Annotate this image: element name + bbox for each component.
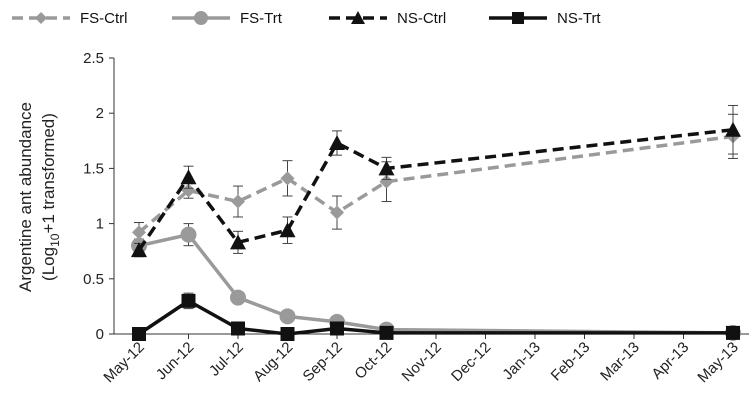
y-axis-title: Argentine ant abundance (Log10+1 transfo… xyxy=(16,102,62,292)
x-tick-label: Aug-12 xyxy=(250,339,296,385)
data-point-circle xyxy=(194,11,208,25)
data-point-diamond xyxy=(181,183,196,198)
y-tick-label: 0 xyxy=(96,326,104,343)
data-point-square xyxy=(132,327,146,341)
series-ns-ctrl xyxy=(131,104,741,258)
data-point-triangle xyxy=(351,11,365,24)
data-point-square xyxy=(280,327,295,341)
x-tick-label: Feb-13 xyxy=(548,339,594,385)
series-layer xyxy=(131,104,741,341)
x-tick-label: May-12 xyxy=(100,339,147,386)
series-line xyxy=(137,134,734,234)
data-point-triangle xyxy=(131,242,147,258)
data-point-square xyxy=(231,321,245,336)
legend-item-fs-ctrl: FS-Ctrl xyxy=(12,10,128,27)
y-tick-label: 1 xyxy=(96,216,104,233)
data-point-diamond xyxy=(35,12,47,24)
data-point-triangle xyxy=(230,234,246,250)
x-tick-label: Jul-12 xyxy=(206,339,247,380)
x-tick-label: Mar-13 xyxy=(597,339,643,385)
data-point-square xyxy=(512,12,524,24)
legend-item-ns-trt: NS-Trt xyxy=(489,10,601,27)
data-point-square xyxy=(181,293,196,308)
data-point-square xyxy=(330,321,344,336)
x-tick-label: Nov-12 xyxy=(399,339,445,385)
data-point-diamond xyxy=(132,225,146,240)
data-point-diamond xyxy=(379,174,394,189)
series-fs-trt xyxy=(131,223,741,341)
x-tick-label: Dec-12 xyxy=(448,339,494,385)
axes: 0 0.5 1 1.5 2 2.5 May-12 Jun-12 Jul-12 Aug-12 Sep-… xyxy=(83,50,749,386)
legend-label: NS-Ctrl xyxy=(397,10,446,27)
legend-label: FS-Trt xyxy=(240,10,283,27)
legend-item-fs-trt: FS-Trt xyxy=(172,10,283,27)
y-axis-title-line1: Argentine ant abundance xyxy=(16,102,35,292)
legend: FS-Ctrl FS-Trt NS-Ctrl NS-Trt xyxy=(12,10,601,27)
y-tick-label: 2.5 xyxy=(83,50,104,67)
x-tick-label: Apr-13 xyxy=(648,339,692,383)
x-tick-label: Sep-12 xyxy=(300,339,346,385)
series-ns-trt xyxy=(132,292,740,341)
legend-label: NS-Trt xyxy=(557,10,601,27)
data-point-triangle xyxy=(279,222,296,238)
y-tick-label: 0.5 xyxy=(83,271,104,288)
data-point-diamond xyxy=(231,194,245,209)
y-axis-title-suffix: +1 transformed) xyxy=(39,113,58,233)
data-point-triangle xyxy=(378,160,395,176)
y-tick-label: 1.5 xyxy=(83,160,104,177)
legend-item-ns-ctrl: NS-Ctrl xyxy=(329,10,446,27)
x-tick-label: Jun-12 xyxy=(153,339,197,383)
data-point-square xyxy=(379,325,394,340)
y-axis-title-line2: (Log10+1 transformed) xyxy=(39,113,62,281)
data-point-diamond xyxy=(330,205,344,220)
y-axis-title-prefix: (Log xyxy=(39,247,58,281)
x-tick-label: Oct-12 xyxy=(351,339,395,383)
y-axis-title-subscript: 10 xyxy=(48,233,62,247)
data-point-triangle xyxy=(329,135,345,151)
data-point-circle xyxy=(279,308,296,325)
legend-label: FS-Ctrl xyxy=(80,10,128,27)
data-point-diamond xyxy=(280,171,295,186)
data-point-circle xyxy=(230,289,246,306)
data-point-triangle xyxy=(725,121,741,137)
x-tick-label: Jan-13 xyxy=(499,339,543,383)
y-tick-label: 2 xyxy=(96,105,104,122)
series-line xyxy=(138,232,734,335)
x-tick-label: May-13 xyxy=(694,339,741,386)
data-point-triangle xyxy=(180,169,197,185)
data-point-square xyxy=(726,325,740,340)
data-point-circle xyxy=(180,226,197,243)
